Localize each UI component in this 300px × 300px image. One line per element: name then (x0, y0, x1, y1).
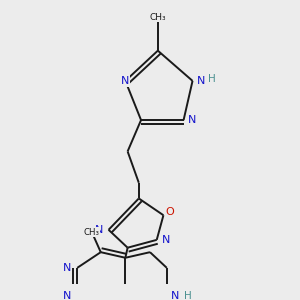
Text: N: N (171, 291, 179, 300)
Text: N: N (63, 263, 71, 273)
Text: O: O (166, 207, 175, 217)
Text: N: N (188, 115, 196, 125)
Text: N: N (95, 225, 103, 235)
Text: CH₃: CH₃ (84, 227, 100, 236)
Text: CH₃: CH₃ (149, 13, 166, 22)
Text: H: H (208, 74, 216, 84)
Text: N: N (121, 76, 130, 86)
Text: N: N (162, 235, 170, 245)
Text: N: N (63, 291, 71, 300)
Text: N: N (197, 76, 205, 86)
Text: H: H (184, 291, 192, 300)
